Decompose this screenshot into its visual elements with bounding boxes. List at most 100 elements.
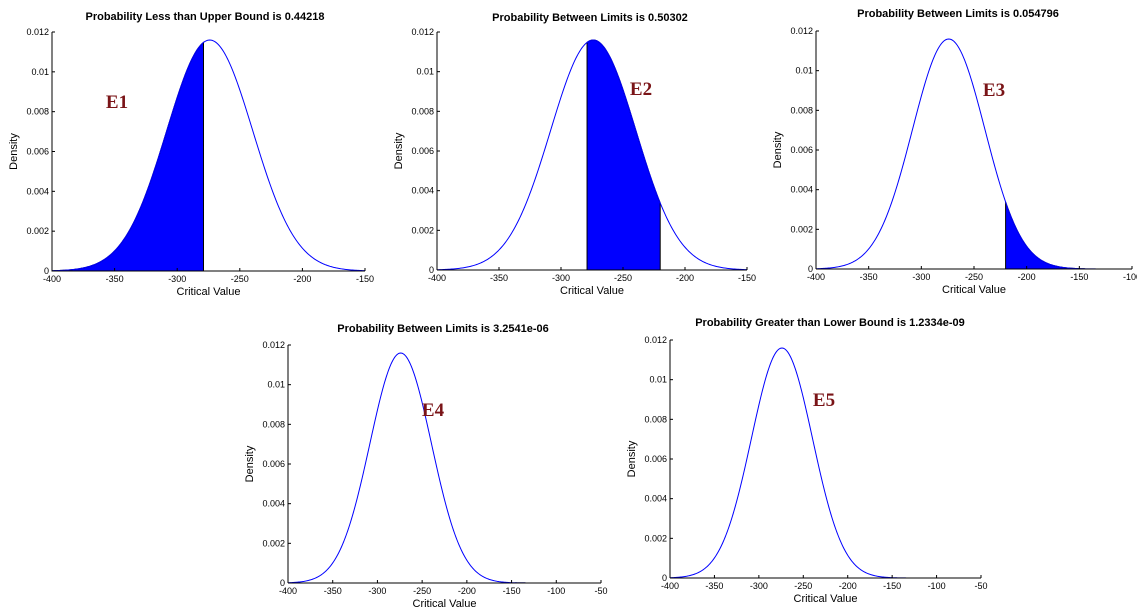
y-tick-label: 0.002	[26, 226, 49, 236]
x-tick-label: -100	[547, 586, 565, 596]
y-axis-label: Density	[626, 440, 638, 477]
x-tick-label: -50	[594, 586, 607, 596]
panel-annotation: E4	[422, 400, 445, 421]
panel-annotation: E1	[106, 92, 128, 113]
chart-title: Probability Greater than Lower Bound is …	[695, 317, 965, 329]
chart-title: Probability Between Limits is 0.50302	[492, 12, 688, 24]
x-tick-label: -300	[552, 273, 570, 283]
y-tick-label: 0.002	[411, 225, 434, 235]
y-tick-label: 0.008	[262, 419, 285, 429]
y-tick-label: 0.01	[31, 67, 49, 77]
x-tick-label: -150	[1070, 272, 1088, 282]
chart-title: Probability Between Limits is 0.054796	[857, 8, 1059, 20]
y-tick-label: 0	[429, 265, 434, 275]
x-tick-label: -350	[490, 273, 508, 283]
y-tick-label: 0.004	[644, 494, 667, 504]
y-axis-label: Density	[393, 132, 405, 169]
x-tick-label: -250	[413, 586, 431, 596]
y-tick-label: 0.01	[416, 67, 434, 77]
y-tick-label: 0	[280, 578, 285, 588]
x-axis-label: Critical Value	[942, 284, 1006, 296]
x-tick-label: -50	[974, 581, 987, 591]
y-tick-label: 0.004	[262, 499, 285, 509]
x-axis-label: Critical Value	[794, 593, 858, 605]
y-tick-label: 0.01	[795, 66, 813, 76]
y-tick-label: 0.006	[411, 146, 434, 156]
x-tick-label: -100	[928, 581, 946, 591]
x-tick-label: -400	[661, 581, 679, 591]
x-tick-label: -300	[912, 272, 930, 282]
x-tick-label: -150	[883, 581, 901, 591]
y-tick-label: 0.006	[26, 147, 49, 157]
chart-e5: -400 -350 -300 -250 -200 -150 -100 -50 0 0.002 0.0…	[626, 317, 988, 605]
y-tick-label: 0.012	[411, 27, 434, 37]
y-tick-label: 0.008	[790, 105, 813, 115]
shaded-area	[1005, 201, 1086, 270]
chart-e2: -400 -350 -300 -250 -200 -150 0 0.002 0.004 0.006…	[393, 12, 756, 297]
shaded-area	[51, 41, 204, 272]
x-tick-label: -250	[614, 273, 632, 283]
panel-annotation: E2	[630, 79, 652, 100]
y-tick-label: 0.012	[262, 340, 285, 350]
y-tick-label: 0.004	[790, 185, 813, 195]
chart-e1: -400 -350 -300 -250 -200 -150 0 0.002 0.004 0.006…	[8, 11, 374, 298]
x-tick-label: -350	[106, 274, 124, 284]
x-tick-label: -200	[839, 581, 857, 591]
chart-title: Probability Between Limits is 3.2541e-06	[337, 323, 549, 335]
y-tick-label: 0.008	[411, 106, 434, 116]
y-tick-label: 0.006	[790, 145, 813, 155]
y-tick-label: 0.002	[644, 533, 667, 543]
y-axis-label: Density	[772, 131, 784, 168]
y-tick-label: 0.006	[644, 454, 667, 464]
y-tick-label: 0.002	[790, 224, 813, 234]
x-tick-label: -150	[503, 586, 521, 596]
x-tick-label: -400	[428, 273, 446, 283]
x-tick-label: -300	[368, 586, 386, 596]
x-tick-label: -400	[279, 586, 297, 596]
x-tick-label: -350	[705, 581, 723, 591]
chart-e3: -400 -350 -300 -250 -200 -150 -100 0 0.002 0.004 0…	[772, 8, 1137, 296]
density-curve	[51, 39, 366, 272]
x-tick-label: -200	[293, 274, 311, 284]
x-tick-label: -150	[356, 274, 374, 284]
y-tick-label: 0.01	[649, 375, 667, 385]
density-curve	[815, 38, 1111, 270]
chart-title: Probability Less than Upper Bound is 0.4…	[85, 11, 324, 23]
y-tick-label: 0.012	[26, 27, 49, 37]
density-curve	[436, 39, 748, 271]
x-tick-label: -300	[750, 581, 768, 591]
density-curve	[669, 347, 919, 579]
panel-annotation: E3	[983, 80, 1005, 101]
x-tick-label: -400	[807, 272, 825, 282]
chart-e4: -400 -350 -300 -250 -200 -150 -100 -50 0 0.002 0.0…	[244, 323, 608, 610]
x-tick-label: -400	[43, 274, 61, 284]
y-tick-label: 0.01	[267, 380, 285, 390]
y-axis-label: Density	[244, 445, 256, 482]
y-tick-label: 0.012	[790, 26, 813, 36]
x-tick-label: -200	[458, 586, 476, 596]
y-tick-label: 0.004	[411, 186, 434, 196]
shaded-area	[586, 39, 661, 271]
x-tick-label: -350	[860, 272, 878, 282]
y-tick-label: 0	[662, 573, 667, 583]
y-tick-label: 0	[808, 264, 813, 274]
y-tick-label: 0.012	[644, 335, 667, 345]
x-tick-label: -100	[1123, 272, 1137, 282]
x-tick-label: -250	[794, 581, 812, 591]
x-axis-label: Critical Value	[177, 286, 241, 298]
x-tick-label: -200	[1018, 272, 1036, 282]
y-axis-label: Density	[8, 133, 20, 170]
y-tick-label: 0.008	[26, 107, 49, 117]
x-tick-label: -150	[738, 273, 756, 283]
x-axis-label: Critical Value	[413, 598, 477, 610]
x-tick-label: -300	[168, 274, 186, 284]
y-tick-label: 0	[44, 266, 49, 276]
x-tick-label: -250	[231, 274, 249, 284]
density-curve	[287, 352, 539, 584]
x-tick-label: -350	[324, 586, 342, 596]
x-axis-label: Critical Value	[560, 285, 624, 297]
x-tick-label: -200	[676, 273, 694, 283]
y-tick-label: 0.002	[262, 538, 285, 548]
y-tick-label: 0.006	[262, 459, 285, 469]
